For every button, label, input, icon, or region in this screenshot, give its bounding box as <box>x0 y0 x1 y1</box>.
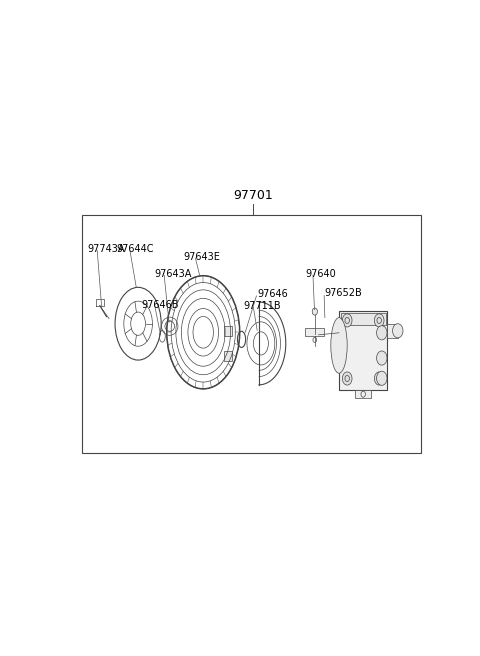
Text: 97646: 97646 <box>257 289 288 299</box>
Text: 97701: 97701 <box>234 190 273 203</box>
Text: 97643A: 97643A <box>155 269 192 279</box>
Text: 97652B: 97652B <box>324 289 362 298</box>
Text: 97646B: 97646B <box>141 300 179 310</box>
Circle shape <box>312 308 317 315</box>
Bar <box>224 326 232 336</box>
Circle shape <box>377 326 387 340</box>
Text: 97711B: 97711B <box>243 301 281 311</box>
FancyBboxPatch shape <box>305 328 324 336</box>
Bar <box>355 390 372 398</box>
Text: 97640: 97640 <box>305 269 336 279</box>
Bar <box>83 215 421 453</box>
Bar <box>339 312 387 390</box>
Circle shape <box>377 371 387 385</box>
Circle shape <box>342 372 352 385</box>
Circle shape <box>374 372 384 385</box>
Text: 97643E: 97643E <box>183 251 220 262</box>
Bar <box>341 313 385 325</box>
Bar <box>387 323 398 338</box>
Circle shape <box>342 314 352 327</box>
Circle shape <box>377 351 387 365</box>
Text: 97743A: 97743A <box>87 244 125 254</box>
Text: 97644C: 97644C <box>117 244 154 254</box>
Circle shape <box>374 314 384 327</box>
Bar <box>224 351 232 361</box>
Circle shape <box>393 323 403 338</box>
Ellipse shape <box>331 318 347 373</box>
